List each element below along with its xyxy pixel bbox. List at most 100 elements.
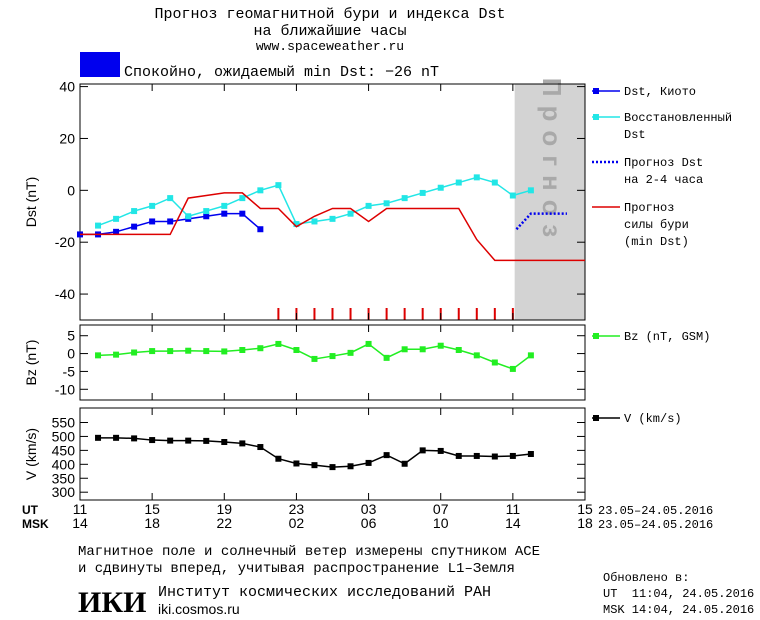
- marker: [221, 439, 228, 446]
- x-tick-label-msk: 18: [144, 515, 160, 531]
- title: Прогноз геомагнитной бури и индекса Dst: [154, 6, 505, 23]
- marker: [293, 460, 300, 467]
- marker: [473, 174, 480, 181]
- y-tick-label: 0: [67, 182, 75, 198]
- marker: [167, 195, 174, 202]
- date-range: 23.05–24.05.2016: [598, 504, 713, 518]
- marker: [167, 348, 174, 355]
- x-axis-label-msk: MSK: [22, 517, 49, 531]
- plot-frame: [79, 83, 586, 321]
- marker: [491, 179, 498, 186]
- status-box: [80, 52, 120, 77]
- y-tick-label: 40: [59, 79, 75, 95]
- marker: [275, 455, 282, 462]
- updated-msk: MSK 14:04, 24.05.2016: [603, 603, 754, 617]
- url: www.spaceweather.ru: [256, 39, 404, 54]
- date-range-msk: 23.05–24.05.2016: [598, 518, 713, 532]
- marker: [257, 444, 264, 451]
- series-line: [97, 176, 532, 227]
- marker: [527, 451, 534, 457]
- marker: [419, 189, 426, 196]
- marker: [167, 218, 174, 225]
- updated-ut: UT 11:04, 24.05.2016: [603, 587, 754, 601]
- x-tick-label: 07: [433, 501, 449, 517]
- marker: [257, 345, 264, 352]
- marker: [527, 187, 534, 194]
- marker: [257, 226, 264, 233]
- legend-marker: [593, 415, 599, 421]
- marker: [221, 210, 228, 217]
- footer-note: и сдвинуты вперед, учитывая распростране…: [78, 561, 515, 577]
- marker: [509, 192, 516, 199]
- marker: [383, 354, 390, 361]
- marker: [311, 355, 318, 362]
- updated: Обновлено в:: [603, 571, 689, 585]
- marker: [203, 348, 210, 355]
- y-tick-label: -5: [63, 363, 76, 379]
- y-tick-label: 300: [52, 484, 76, 500]
- y-tick-label: -10: [55, 381, 75, 397]
- y-tick-label: 550: [52, 414, 76, 430]
- x-tick-label: 11: [506, 501, 521, 517]
- forecast-label: Прогноз: [537, 78, 567, 246]
- marker: [383, 452, 390, 459]
- marker: [149, 202, 156, 209]
- marker: [401, 346, 408, 353]
- legend-label: Прогноз силы бури (min Dst): [624, 201, 689, 249]
- marker: [113, 351, 120, 358]
- y-tick-label: 450: [52, 442, 76, 458]
- marker: [275, 182, 282, 189]
- marker: [113, 434, 120, 441]
- marker: [401, 460, 408, 467]
- marker: [365, 202, 372, 209]
- marker: [203, 437, 210, 444]
- marker: [185, 437, 192, 444]
- marker: [185, 347, 192, 354]
- x-tick-label-msk: 02: [289, 515, 305, 531]
- marker: [149, 348, 156, 355]
- marker: [311, 462, 318, 469]
- y-axis-label: Bz (nT): [23, 340, 39, 386]
- marker: [401, 195, 408, 202]
- y-tick-label: -40: [55, 286, 75, 302]
- series-line: [80, 192, 585, 262]
- site: iki.cosmos.ru: [158, 601, 240, 617]
- marker: [455, 179, 462, 186]
- x-tick-label: 03: [361, 501, 377, 517]
- y-tick-label: 5: [67, 328, 75, 344]
- y-tick-label: -20: [55, 234, 75, 250]
- marker: [293, 347, 300, 353]
- marker: [293, 221, 300, 228]
- marker: [509, 365, 516, 372]
- x-tick-label: 23: [289, 501, 305, 517]
- marker: [239, 347, 246, 353]
- marker: [239, 195, 246, 202]
- y-tick-label: 20: [59, 130, 75, 146]
- marker: [167, 437, 174, 444]
- legend-marker: [593, 114, 599, 120]
- legend-label: V (km/s): [624, 412, 682, 426]
- marker: [347, 210, 354, 217]
- x-tick-label: 11: [73, 501, 88, 517]
- marker: [257, 187, 264, 194]
- legend-marker: [593, 88, 599, 94]
- x-tick-label-msk: 06: [361, 515, 377, 531]
- plot-frame: [79, 407, 586, 501]
- marker: [329, 215, 336, 222]
- marker: [95, 222, 102, 229]
- marker: [473, 352, 480, 359]
- marker: [329, 353, 336, 360]
- marker: [239, 440, 246, 447]
- status: Спокойно, ожидаемый min Dst: −26 nT: [124, 64, 439, 81]
- marker: [149, 437, 156, 444]
- plot-frame: [79, 324, 586, 401]
- marker: [185, 213, 192, 220]
- marker: [203, 208, 210, 215]
- x-tick-label-msk: 22: [216, 515, 232, 531]
- marker: [113, 228, 120, 235]
- marker: [131, 208, 138, 215]
- legend-marker: [593, 333, 599, 339]
- x-tick-label-msk: 18: [577, 515, 593, 531]
